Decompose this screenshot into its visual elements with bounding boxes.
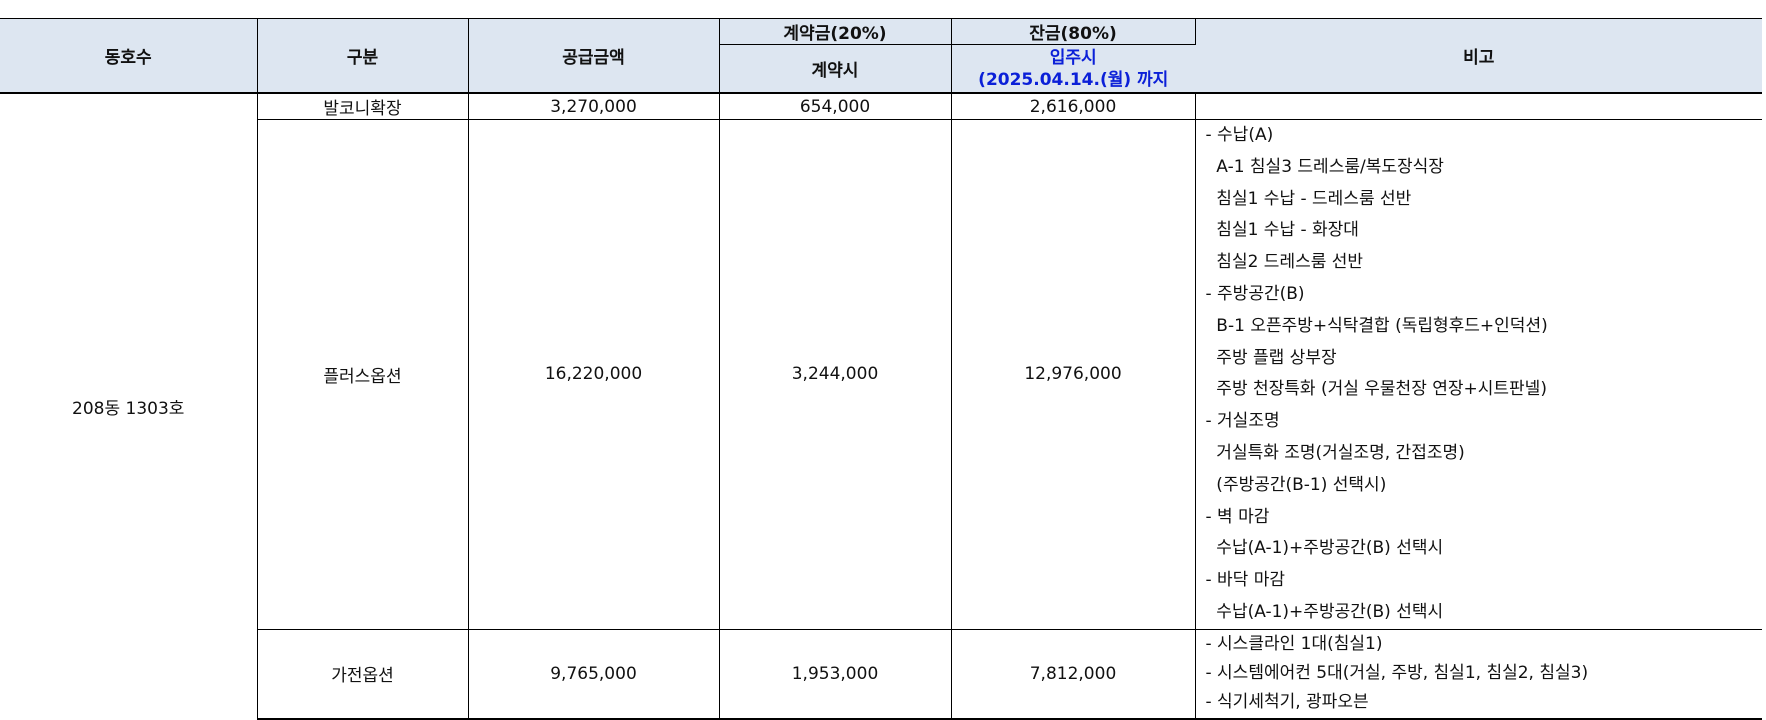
- note-line: (주방공간(B-1) 선택시): [1205, 474, 1387, 495]
- header-remarks: 비고: [1195, 18, 1762, 94]
- note-line: - 수납(A): [1205, 125, 1274, 145]
- row-notes: - 수납(A) A-1 침실3 드레스룸/복도장식장 침실1 수납 - 드레스룸…: [1195, 119, 1762, 630]
- header-unit: 동호수: [0, 18, 258, 94]
- row-supply-amount: 9,765,000: [468, 629, 720, 720]
- row-category: 발코니확장: [257, 93, 469, 120]
- table-row: 플러스옵션 16,220,000 3,244,000 12,976,000 - …: [0, 119, 1762, 630]
- row-balance: 12,976,000: [951, 119, 1196, 630]
- row-deposit: 3,244,000: [719, 119, 952, 630]
- note-line: - 주방공간(B): [1205, 283, 1305, 304]
- note-line: 수납(A-1)+주방공간(B) 선택시: [1205, 601, 1444, 622]
- row-supply-amount: 16,220,000: [468, 119, 720, 630]
- balance-due-date: (2025.04.14.(월) 까지: [978, 69, 1169, 90]
- option-price-table: 동호수 구분 공급금액 계약금(20%) 잔금(80%) 비고 계약시 입주시 …: [0, 18, 1762, 720]
- note-line: 침실2 드레스룸 선반: [1205, 252, 1364, 273]
- balance-timing-label: 입주시: [1049, 47, 1097, 68]
- table-row: 208동 1303호 발코니확장 3,270,000 654,000 2,616…: [0, 93, 1762, 719]
- row-balance: 7,812,000: [951, 629, 1196, 720]
- note-line: - 시스템에어컨 5대(거실, 주방, 침실1, 침실2, 침실3): [1205, 662, 1589, 683]
- note-line: - 식기세척기, 광파오븐: [1205, 691, 1369, 712]
- row-deposit: 1,953,000: [719, 629, 952, 720]
- unit-number: 208동 1303호: [0, 93, 258, 719]
- note-line: - 바닥 마감: [1205, 570, 1286, 591]
- note-line: 거실특화 조명(거실조명, 간접조명): [1205, 442, 1465, 463]
- note-line: 주방 플랩 상부장: [1205, 347, 1337, 368]
- header-category: 구분: [257, 18, 469, 94]
- row-deposit: 654,000: [719, 93, 952, 120]
- header-supply-amount: 공급금액: [468, 18, 720, 94]
- row-balance: 2,616,000: [951, 93, 1196, 120]
- note-line: 침실1 수납 - 드레스룸 선반: [1205, 188, 1412, 209]
- note-line: 주방 천장특화 (거실 우물천장 연장+시트판넬): [1205, 379, 1547, 400]
- note-line: - 거실조명: [1205, 411, 1280, 432]
- table-row: 가전옵션 9,765,000 1,953,000 7,812,000 - 시스클…: [0, 629, 1762, 720]
- row-notes: - 시스클라인 1대(침실1) - 시스템에어컨 5대(거실, 주방, 침실1, …: [1195, 629, 1762, 720]
- note-line: - 벽 마감: [1205, 506, 1270, 527]
- row-notes: [1195, 93, 1762, 120]
- note-line: - 시스클라인 1대(침실1): [1205, 633, 1383, 654]
- row-category: 플러스옵션: [257, 119, 469, 630]
- note-line: B-1 오픈주방+식탁결합 (독립형후드+인덕션): [1205, 315, 1548, 336]
- header-deposit-timing: 계약시: [719, 44, 952, 94]
- row-category: 가전옵션: [257, 629, 469, 720]
- row-supply-amount: 3,270,000: [468, 93, 720, 120]
- note-line: 수납(A-1)+주방공간(B) 선택시: [1205, 538, 1444, 559]
- note-line: 침실1 수납 - 화장대: [1205, 220, 1359, 241]
- header-deposit: 계약금(20%): [719, 18, 952, 45]
- header-balance-timing: 입주시 (2025.04.14.(월) 까지: [951, 44, 1195, 94]
- note-line: A-1 침실3 드레스룸/복도장식장: [1205, 156, 1444, 177]
- header-balance: 잔금(80%): [951, 18, 1196, 45]
